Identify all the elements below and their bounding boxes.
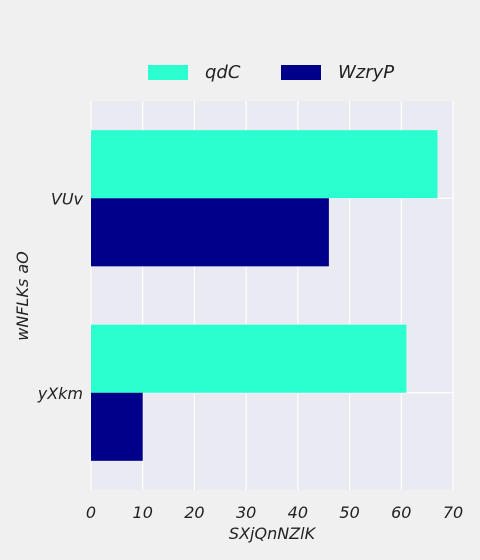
bar-qdC-yXkm: [91, 324, 407, 393]
y-tick-label: VUv: [51, 189, 84, 208]
y-axis-label: wNFLKs aO: [13, 251, 32, 340]
legend: qdC WzryP: [148, 62, 394, 83]
x-tick-label: 40: [288, 503, 308, 522]
bar-qdC-VUv: [91, 130, 438, 199]
bars: [91, 130, 438, 461]
x-tick-label: 30: [236, 503, 256, 522]
y-tick-labels: VUv yXkm: [37, 189, 84, 403]
x-tick-label: 10: [133, 503, 153, 522]
x-tick-label: 60: [391, 503, 411, 522]
x-tick-label: 0: [86, 503, 96, 522]
x-tick-label: 50: [339, 503, 359, 522]
x-axis-label: SXjQnNZlK: [229, 524, 317, 543]
x-tick-label: 20: [184, 503, 204, 522]
legend-label-WzryP: WzryP: [338, 62, 394, 83]
legend-label-qdC: qdC: [205, 62, 241, 83]
x-tick-labels: 0 10 20 30 40 50 60 70: [86, 503, 463, 522]
x-tick-label: 70: [443, 503, 463, 522]
bar-WzryP-yXkm: [91, 392, 143, 461]
y-tick-label: yXkm: [37, 384, 83, 403]
legend-swatch-WzryP: [281, 65, 321, 80]
legend-swatch-qdC: [148, 65, 188, 80]
bar-WzryP-VUv: [91, 198, 329, 267]
